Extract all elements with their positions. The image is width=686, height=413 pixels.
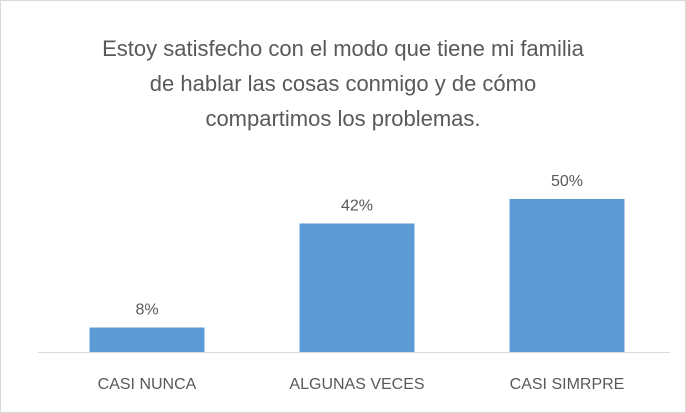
- x-tick-label: ALGUNAS VECES: [289, 376, 424, 393]
- data-label: 8%: [135, 302, 158, 319]
- bar: [299, 223, 415, 352]
- x-tick-label: CASI NUNCA: [98, 376, 197, 393]
- bar: [89, 327, 205, 352]
- x-tick-label: CASI SIMRPRE: [510, 376, 625, 393]
- data-label: 50%: [551, 173, 583, 190]
- data-label: 42%: [341, 198, 373, 215]
- bar: [509, 199, 625, 352]
- chart-title: Estoy satisfecho con el modo que tiene m…: [102, 36, 584, 131]
